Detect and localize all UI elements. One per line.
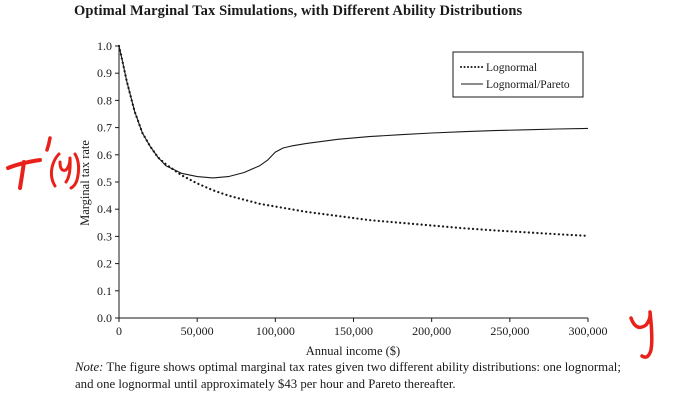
legend-label-1: Lognormal — [486, 62, 537, 74]
y-tick-label: 0.9 — [97, 66, 112, 80]
handwritten-y-annotation — [6, 136, 81, 190]
y-tick-label: 0.3 — [97, 229, 112, 243]
note-text: The figure shows optimal marginal tax ra… — [75, 360, 621, 391]
y-tick-label: 0.1 — [97, 284, 112, 298]
x-tick-label: 200,000 — [412, 324, 451, 338]
x-tick-label: 50,000 — [181, 324, 214, 338]
chart-title: Optimal Marginal Tax Simulations, with D… — [74, 3, 523, 19]
x-tick-label: 150,000 — [334, 324, 373, 338]
y-tick-label: 0.0 — [97, 311, 112, 325]
handwritten-x-annotation — [629, 310, 654, 359]
axes: 0.0 0.1 0.2 0.3 0.4 0.5 0.6 0.7 0.8 0.9 1.0 0 50,000… — [97, 39, 608, 338]
legend-label-2: Lognormal/Pareto — [486, 79, 570, 91]
x-tick-label: 100,000 — [256, 324, 295, 338]
x-tick-label: 250,000 — [490, 324, 529, 338]
y-tick-label: 0.5 — [97, 175, 112, 189]
y-axis-label: Marginal tax rate — [78, 140, 92, 226]
series-layer — [117, 44, 590, 237]
y-tick-label: 0.6 — [97, 148, 112, 162]
legend-box — [452, 51, 584, 98]
x-tick-label: 0 — [116, 324, 122, 338]
y-tick-label: 0.4 — [97, 202, 112, 216]
y-tick-label: 1.0 — [97, 39, 112, 53]
y-tick-label: 0.2 — [97, 257, 112, 271]
y-tick-label: 0.8 — [97, 93, 112, 107]
y-tick-label: 0.7 — [97, 121, 112, 135]
legend: Lognormal Lognormal/Pareto — [452, 51, 584, 98]
series-line-2 — [118, 45, 589, 179]
note-label: Note: — [75, 360, 104, 374]
figure-note: Note: The figure shows optimal marginal … — [75, 359, 635, 393]
x-tick-label: 300,000 — [569, 324, 608, 338]
x-axis-label: Annual income ($) — [306, 344, 400, 358]
